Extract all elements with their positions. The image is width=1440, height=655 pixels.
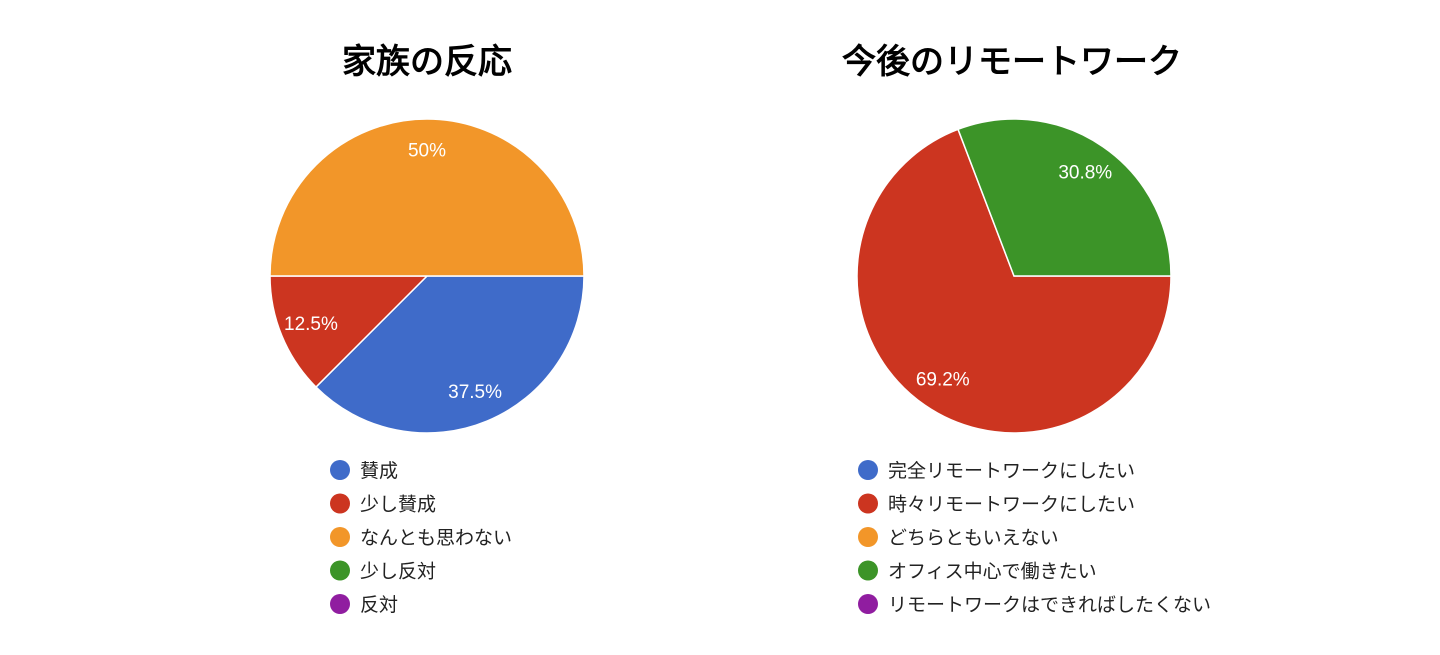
- legend-label: 時々リモートワークにしたい: [888, 494, 1135, 516]
- slice-labels: 37.5% 12.5% 50%: [284, 140, 502, 403]
- legend-swatch: [858, 594, 878, 614]
- legend-label: リモートワークはできればしたくない: [888, 594, 1211, 616]
- pie-slice-1: [314, 275, 585, 434]
- legend-label: オフィス中心で働きたい: [888, 561, 1097, 583]
- slice-value-label: 69.2%: [916, 369, 970, 390]
- legend: 完全リモートワークにしたい時々リモートワークにしたいどちらともいえないオフィス中…: [858, 460, 1211, 616]
- pie-slice-3: [269, 118, 585, 277]
- legend-swatch: [858, 527, 878, 547]
- legend-label: 完全リモートワークにしたい: [888, 460, 1135, 482]
- legend-label: どちらともいえない: [888, 527, 1059, 549]
- legend-label: 賛成: [360, 460, 398, 482]
- legend-swatch: [330, 594, 350, 614]
- legend-swatch: [330, 460, 350, 480]
- pie-slice-2: [856, 128, 1172, 434]
- legend-swatch: [858, 460, 878, 480]
- slice-value-label: 30.8%: [1058, 163, 1112, 184]
- legend-swatch: [330, 560, 350, 581]
- chart-title: 今後のリモートワーク: [842, 42, 1182, 82]
- legend-label: 少し賛成: [360, 494, 436, 516]
- slice-value-label: 50%: [408, 140, 446, 161]
- slice-labels: 69.2% 30.8%: [916, 163, 1112, 391]
- chart-title: 家族の反応: [342, 42, 512, 82]
- legend-swatch: [858, 493, 878, 514]
- slice-value-label: 12.5%: [284, 314, 338, 335]
- legend-swatch: [330, 527, 350, 547]
- legend-label: なんとも思わない: [360, 527, 512, 549]
- legend-label: 少し反対: [360, 561, 436, 583]
- slice-value-label: 37.5%: [448, 382, 502, 403]
- pie-chart-future-remote-work: 今後のリモートワーク 69.2% 30.8% 完全リモートワークにしたい時々リモー…: [842, 42, 1211, 616]
- legend-swatch: [858, 560, 878, 581]
- pie-slices: [269, 118, 585, 434]
- pie-slice-2: [269, 275, 429, 389]
- pie-slice-4: [957, 118, 1172, 277]
- legend-label: 反対: [360, 594, 398, 616]
- pie-slices: [856, 118, 1172, 434]
- legend-swatch: [330, 493, 350, 514]
